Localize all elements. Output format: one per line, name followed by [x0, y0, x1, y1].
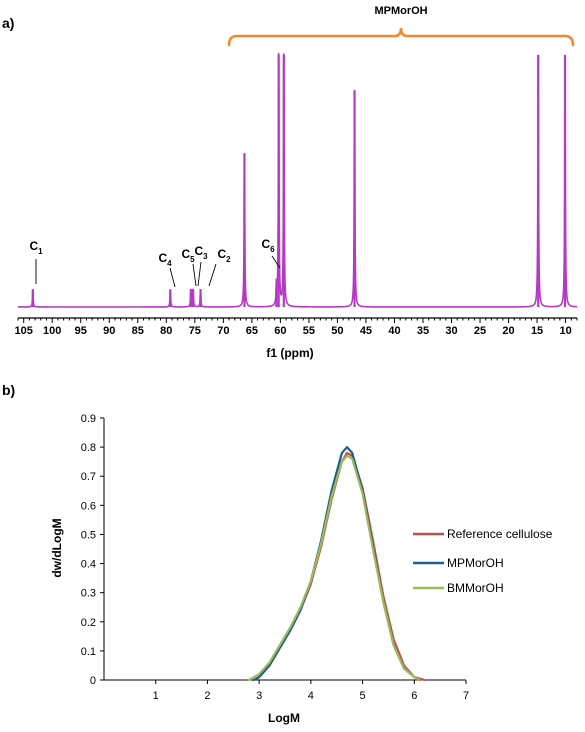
tick-label-a: 50: [331, 325, 343, 337]
x-tick-label-b: 6: [411, 690, 417, 702]
x-tick-label-b: 4: [308, 690, 314, 702]
tick-label-a: 90: [103, 325, 115, 337]
tick-label-a: 100: [43, 325, 61, 337]
x-axis-title-b: LogM: [268, 711, 300, 725]
tick-label-a: 30: [445, 325, 457, 337]
tick-label-a: 65: [246, 325, 258, 337]
series-b: [247, 446, 426, 682]
annotation-label: C3: [194, 244, 208, 261]
x-tick-label-b: 7: [463, 690, 469, 702]
annotation-label: C2: [217, 247, 231, 264]
x-tick-label-b: 5: [360, 690, 366, 702]
annotation-leader: [208, 263, 217, 287]
tick-label-a: 85: [132, 325, 144, 337]
bracket-shape: [227, 27, 575, 47]
tick-label-a: 95: [75, 325, 87, 337]
tick-label-a: 10: [559, 325, 571, 337]
series-line-3: [247, 454, 421, 682]
y-tick-label-b: 0.5: [81, 529, 96, 541]
x-ticks-a: 105 100 95 90 85 80 75 70 65 60 55 50 45 40 35 30 25 20 15…: [15, 318, 578, 337]
tick-label-a: 15: [531, 325, 543, 337]
x-axis-title-a: f1 (ppm): [266, 346, 313, 360]
legend-label-3: BMMorOH: [447, 581, 504, 595]
tick-label-a: 20: [502, 325, 514, 337]
tick-label-a: 75: [189, 325, 201, 337]
annotation-leader: [271, 255, 281, 269]
legend-label-1: Reference cellulose: [447, 527, 553, 541]
tick-label-a: 40: [388, 325, 400, 337]
axes-b: [103, 418, 466, 681]
annotation-label: C5: [181, 247, 195, 264]
y-axis-title-b: dw/dLogM: [50, 518, 64, 577]
y-tick-label-b: 0.4: [81, 559, 96, 571]
x-ticks-b: 1 2 3 4 5 6 7: [153, 680, 469, 702]
y-tick-label-b: 0.3: [81, 588, 96, 600]
tick-label-a: 35: [417, 325, 429, 337]
panel-label-b: b): [2, 382, 15, 398]
tick-label-a: 105: [15, 325, 33, 337]
tick-label-a: 55: [303, 325, 315, 337]
tick-label-a: 70: [217, 325, 229, 337]
legend-b: Reference cellulose MPMorOH BMMorOH: [413, 527, 553, 595]
x-tick-label-b: 2: [204, 690, 210, 702]
nmr-trace: [18, 52, 577, 308]
y-tick-label-b: 0.7: [81, 471, 96, 483]
tick-label-a: 45: [360, 325, 372, 337]
annotation-leader: [192, 263, 197, 287]
tick-label-a: 80: [160, 325, 172, 337]
bracket-label: MPMorOH: [374, 5, 427, 17]
annotation-leader: [169, 267, 176, 288]
annotation-leader: [197, 261, 202, 287]
y-tick-label-b: 0.8: [81, 442, 96, 454]
mpmoroh-bracket: [227, 27, 575, 47]
x-tick-label-b: 1: [153, 690, 159, 702]
y-tick-label-b: 0: [90, 675, 96, 687]
spectrum-line: [18, 52, 577, 308]
y-ticks-b: 0 0.1 0.2 0.3 0.4 0.5 0.6 0.7 0.8 0.9: [81, 413, 104, 687]
annotation-label: C6: [261, 237, 275, 254]
legend-label-2: MPMorOH: [447, 556, 504, 570]
annotation-label: C1: [29, 239, 43, 256]
tick-label-a: 60: [274, 325, 286, 337]
tick-label-a: 25: [474, 325, 486, 337]
y-tick-label-b: 0.6: [81, 500, 96, 512]
y-tick-label-b: 0.2: [81, 617, 96, 629]
y-tick-label-b: 0.1: [81, 646, 96, 658]
panel-label-a: a): [2, 15, 14, 31]
x-tick-label-b: 3: [256, 690, 262, 702]
y-tick-label-b: 0.9: [81, 413, 96, 425]
annotation-label: C4: [158, 251, 172, 268]
